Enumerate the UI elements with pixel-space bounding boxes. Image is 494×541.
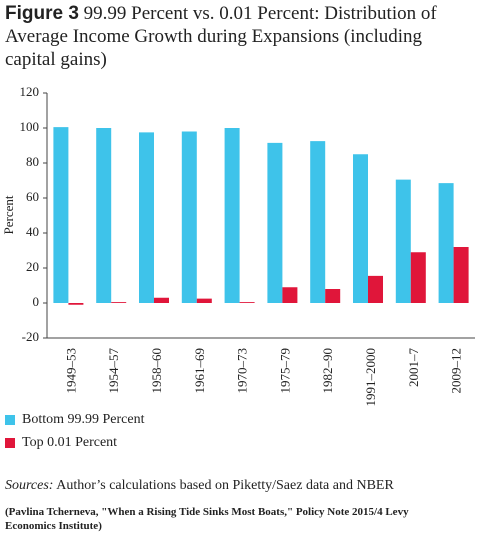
bar bbox=[353, 154, 368, 303]
y-axis-label: Percent bbox=[1, 195, 16, 234]
x-tick-label: 1958–60 bbox=[149, 348, 164, 394]
bar bbox=[453, 247, 469, 303]
bar bbox=[438, 183, 454, 303]
chart: Percent -20 0 20 40 60 80 100 120 1949–53 1954–57 1… bbox=[1, 84, 475, 450]
bar bbox=[368, 275, 383, 303]
bar bbox=[181, 131, 197, 303]
note: (Pavlina Tcherneva, "When a Rising Tide … bbox=[5, 506, 409, 532]
bar bbox=[310, 141, 326, 303]
x-tick-label: 1954–57 bbox=[106, 348, 121, 394]
sources-text: Author’s calculations based on Piketty/S… bbox=[56, 478, 394, 493]
legend-label: Top 0.01 Percent bbox=[22, 435, 117, 450]
legend-swatch bbox=[5, 438, 15, 448]
bar bbox=[139, 132, 154, 303]
bar bbox=[154, 297, 169, 303]
bar bbox=[224, 128, 240, 303]
bar bbox=[53, 127, 69, 303]
x-tick-label: 2001–7 bbox=[406, 348, 421, 388]
bar bbox=[68, 303, 84, 305]
y-tick-label: 0 bbox=[33, 294, 40, 309]
y-tick-label: 20 bbox=[26, 259, 39, 274]
bar bbox=[267, 142, 283, 303]
bar bbox=[282, 287, 298, 303]
legend-swatch bbox=[5, 415, 15, 425]
x-tick-label: 1991–2000 bbox=[363, 348, 378, 407]
x-tick-label: 2009–12 bbox=[449, 348, 464, 394]
sources: Sources: Author’s calculations based on … bbox=[5, 478, 394, 494]
x-tick-label: 1970–73 bbox=[235, 348, 250, 394]
x-tick-label: 1982–90 bbox=[320, 348, 335, 394]
bar bbox=[410, 252, 426, 303]
x-tick-label: 1975–79 bbox=[277, 348, 292, 394]
bar bbox=[325, 289, 341, 303]
figure-label: Figure 3 bbox=[5, 3, 79, 24]
y-tick-label: 120 bbox=[20, 84, 40, 99]
bar bbox=[196, 298, 212, 303]
y-tick-label: 80 bbox=[26, 154, 39, 169]
x-tick-label: 1949–53 bbox=[63, 348, 78, 394]
y-tick-label: 100 bbox=[20, 119, 40, 134]
title-block: Figure 3 99.99 Percent vs. 0.01 Percent:… bbox=[5, 2, 475, 71]
x-tick-label: 1961–69 bbox=[192, 348, 207, 394]
y-tick-label: 60 bbox=[26, 189, 39, 204]
bar bbox=[96, 128, 112, 303]
y-tick-label: 40 bbox=[26, 224, 39, 239]
bar bbox=[239, 302, 255, 303]
chart-title: 99.99 Percent vs. 0.01 Percent: Distribu… bbox=[5, 3, 437, 70]
y-tick-label: -20 bbox=[22, 329, 39, 344]
bar bbox=[395, 179, 411, 303]
bar bbox=[111, 302, 127, 303]
legend-label: Bottom 99.99 Percent bbox=[22, 412, 145, 427]
sources-label: Sources: bbox=[5, 478, 54, 493]
